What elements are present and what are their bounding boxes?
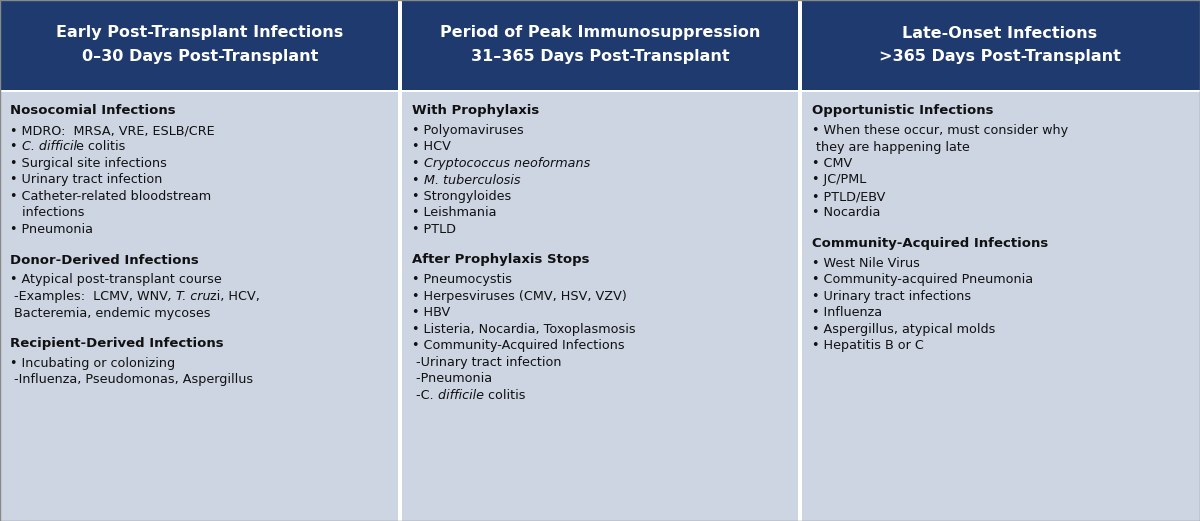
- Text: Late-Onset Infections: Late-Onset Infections: [902, 26, 1098, 41]
- Text: C. difficil: C. difficil: [22, 141, 77, 154]
- Text: • When these occur, must consider why: • When these occur, must consider why: [812, 124, 1068, 137]
- Text: • MDRO:  MRSA, VRE, ESLB/CRE: • MDRO: MRSA, VRE, ESLB/CRE: [10, 124, 215, 137]
- Text: >365 Days Post-Transplant: >365 Days Post-Transplant: [880, 49, 1121, 65]
- Text: -Influenza, Pseudomonas, Aspergillus: -Influenza, Pseudomonas, Aspergillus: [10, 374, 253, 387]
- Text: • Herpesviruses (CMV, HSV, VZV): • Herpesviruses (CMV, HSV, VZV): [412, 290, 626, 303]
- Text: Early Post-Transplant Infections: Early Post-Transplant Infections: [56, 26, 343, 41]
- Text: Recipient-Derived Infections: Recipient-Derived Infections: [10, 337, 223, 350]
- Bar: [0, 92, 398, 521]
- Text: • HCV: • HCV: [412, 141, 451, 154]
- Text: • Hepatitis B or C: • Hepatitis B or C: [812, 340, 924, 353]
- Text: • Aspergillus, atypical molds: • Aspergillus, atypical molds: [812, 323, 995, 336]
- Text: • Strongyloides: • Strongyloides: [412, 190, 511, 203]
- Text: • HBV: • HBV: [412, 306, 450, 319]
- Text: • Influenza: • Influenza: [812, 306, 882, 319]
- Text: • Urinary tract infections: • Urinary tract infections: [812, 290, 971, 303]
- Text: colitis: colitis: [484, 389, 526, 402]
- Text: • Atypical post-transplant course: • Atypical post-transplant course: [10, 274, 222, 287]
- Text: • Incubating or colonizing: • Incubating or colonizing: [10, 357, 175, 370]
- Text: infections: infections: [10, 206, 84, 219]
- Text: • JC/PML: • JC/PML: [812, 173, 866, 187]
- Text: •: •: [412, 173, 424, 187]
- Bar: [802, 0, 1200, 90]
- Text: • Pneumonia: • Pneumonia: [10, 223, 94, 236]
- Text: , T. cru: , T. cru: [168, 290, 210, 303]
- Text: -Pneumonia: -Pneumonia: [412, 373, 492, 386]
- Text: • Surgical site infections: • Surgical site infections: [10, 157, 167, 170]
- Text: they are happening late: they are happening late: [812, 141, 970, 154]
- Text: • CMV: • CMV: [812, 157, 852, 170]
- Text: •: •: [412, 157, 424, 170]
- Bar: [802, 92, 1200, 521]
- Text: Nosocomial Infections: Nosocomial Infections: [10, 104, 175, 117]
- Text: • Community-acquired Pneumonia: • Community-acquired Pneumonia: [812, 274, 1033, 287]
- Text: With Prophylaxis: With Prophylaxis: [412, 104, 539, 117]
- Text: • Leishmania: • Leishmania: [412, 206, 497, 219]
- Text: After Prophylaxis Stops: After Prophylaxis Stops: [412, 254, 589, 267]
- Text: • Catheter-related bloodstream: • Catheter-related bloodstream: [10, 190, 211, 203]
- Text: zi, HCV,: zi, HCV,: [210, 290, 260, 303]
- Text: -C: -C: [412, 389, 430, 402]
- Text: • Community-Acquired Infections: • Community-Acquired Infections: [412, 340, 625, 353]
- Text: • West Nile Virus: • West Nile Virus: [812, 257, 920, 270]
- Text: -Urinary tract infection: -Urinary tract infection: [412, 356, 562, 369]
- Text: . difficile: . difficile: [430, 389, 484, 402]
- Text: Community-Acquired Infections: Community-Acquired Infections: [812, 237, 1049, 250]
- Text: • PTLD: • PTLD: [412, 223, 456, 236]
- Text: Opportunistic Infections: Opportunistic Infections: [812, 104, 994, 117]
- Text: Period of Peak Immunosuppression: Period of Peak Immunosuppression: [440, 26, 760, 41]
- Text: • PTLD/EBV: • PTLD/EBV: [812, 190, 886, 203]
- Text: 0–30 Days Post-Transplant: 0–30 Days Post-Transplant: [82, 49, 318, 65]
- Text: 31–365 Days Post-Transplant: 31–365 Days Post-Transplant: [470, 49, 730, 65]
- Text: Cryptococcus neoformans: Cryptococcus neoformans: [424, 157, 589, 170]
- Text: • Nocardia: • Nocardia: [812, 206, 881, 219]
- Text: e colitis: e colitis: [77, 141, 126, 154]
- Text: • Urinary tract infection: • Urinary tract infection: [10, 173, 162, 187]
- Text: Donor-Derived Infections: Donor-Derived Infections: [10, 254, 199, 267]
- Text: Bacteremia, endemic mycoses: Bacteremia, endemic mycoses: [10, 306, 210, 319]
- Bar: [0, 0, 398, 90]
- Text: • Pneumocystis: • Pneumocystis: [412, 274, 512, 287]
- Bar: [402, 0, 798, 90]
- Text: •: •: [10, 141, 22, 154]
- Text: • Listeria, Nocardia, Toxoplasmosis: • Listeria, Nocardia, Toxoplasmosis: [412, 323, 636, 336]
- Bar: [402, 92, 798, 521]
- Text: -Examples:  LCMV, WNV: -Examples: LCMV, WNV: [10, 290, 168, 303]
- Text: M. tuberculosis: M. tuberculosis: [424, 173, 520, 187]
- Text: • Polyomaviruses: • Polyomaviruses: [412, 124, 523, 137]
